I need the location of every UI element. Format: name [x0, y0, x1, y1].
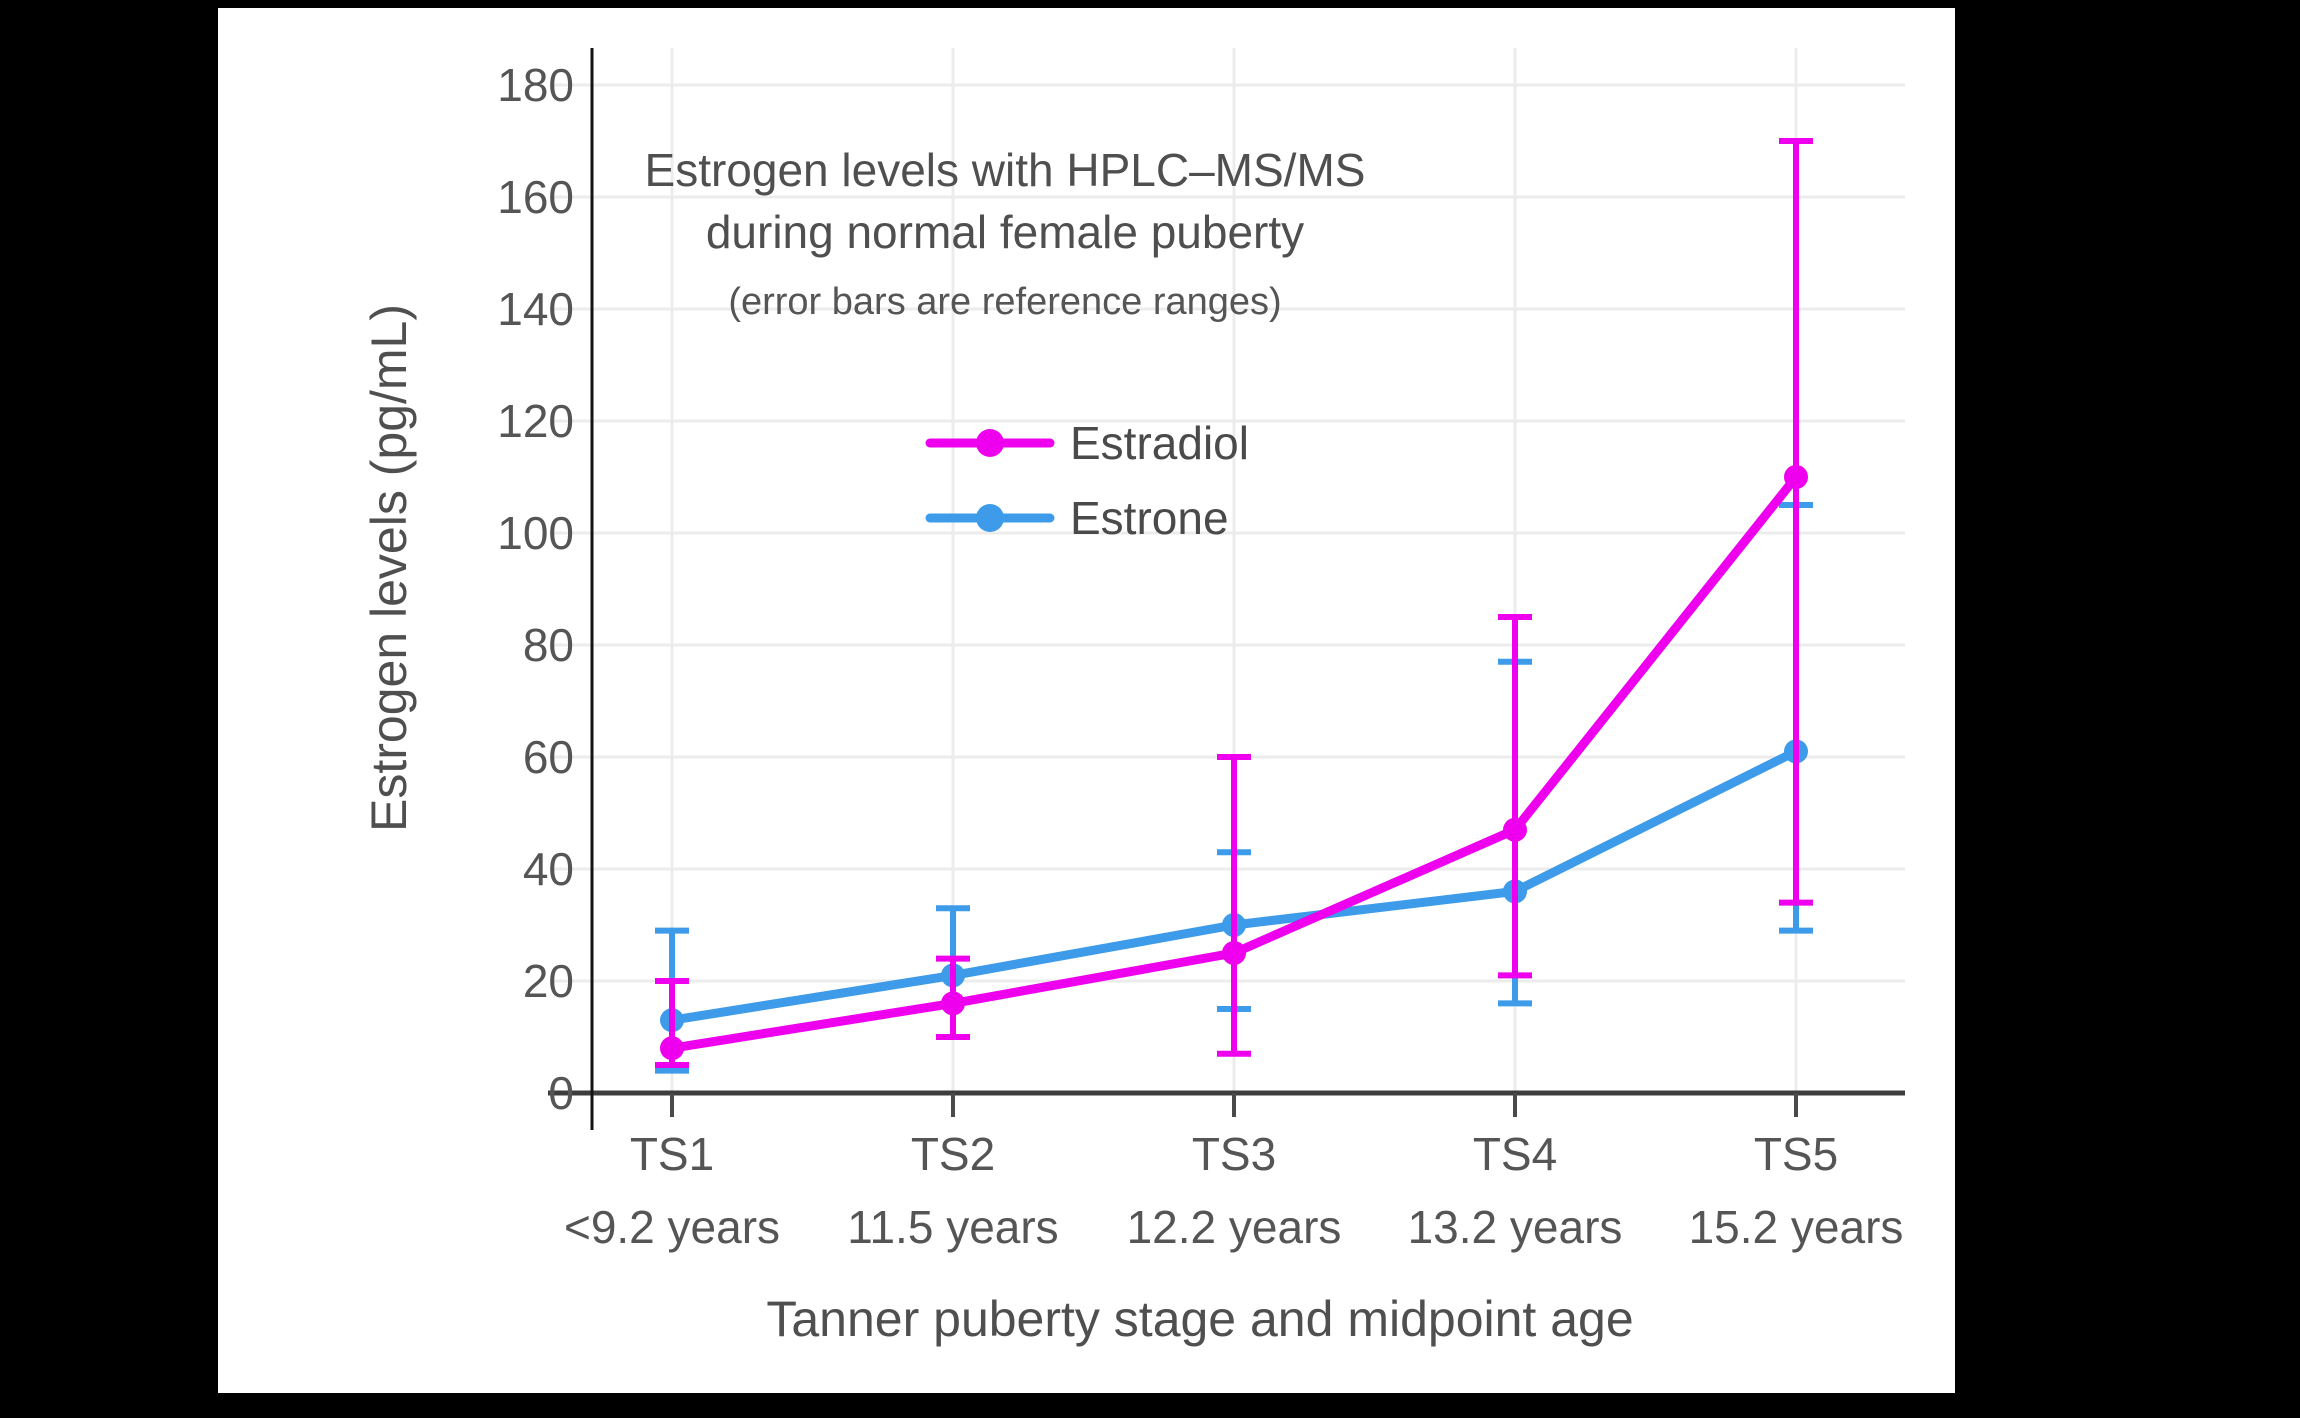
x-tick-age-label: 11.5 years — [847, 1201, 1058, 1253]
chart-subtitle: (error bars are reference ranges) — [728, 281, 1281, 323]
data-point — [1784, 465, 1808, 489]
y-tick-label: 20 — [523, 955, 574, 1007]
data-point — [660, 1036, 684, 1061]
y-tick-label: 140 — [497, 283, 574, 335]
legend-item-estradiol: Estradiol — [925, 417, 1249, 469]
x-tick-labels-layer: TS1 TS2 TS3 TS4 TS5 <9.2 years 11.5 years 12.2 … — [564, 1128, 1903, 1253]
x-tick-age-label: 12.2 years — [1127, 1201, 1342, 1253]
y-tick-label: 0 — [548, 1067, 574, 1119]
data-point — [1222, 941, 1246, 965]
legend-marker — [976, 429, 1004, 457]
y-tick-label: 100 — [497, 507, 574, 559]
y-tick-labels-layer: 0 20 40 60 80 100 120 140 160 180 — [497, 59, 574, 1119]
chart-title-line-1: Estrogen levels with HPLC–MS/MS — [645, 144, 1366, 196]
data-point — [941, 991, 965, 1016]
x-tick-age-label: 13.2 years — [1408, 1201, 1623, 1253]
chart-figure: 0 20 40 60 80 100 120 140 160 180 TS1 TS2 TS3 TS4 TS5… — [218, 8, 1955, 1393]
x-axis-title: Tanner puberty stage and midpoint age — [766, 1291, 1633, 1347]
legend-marker — [976, 504, 1004, 532]
y-tick-label: 60 — [523, 731, 574, 783]
x-tick-stage-label: TS5 — [1754, 1128, 1838, 1180]
y-tick-label: 120 — [497, 395, 574, 447]
axes-layer — [548, 48, 1905, 1130]
data-point — [1503, 817, 1527, 842]
legend-label: Estradiol — [1070, 417, 1249, 469]
y-tick-label: 40 — [523, 843, 574, 895]
x-tick-stage-label: TS4 — [1473, 1128, 1557, 1180]
estrogen-puberty-chart: 0 20 40 60 80 100 120 140 160 180 TS1 TS2 TS3 TS4 TS5… — [361, 48, 1905, 1347]
x-tick-age-label: 15.2 years — [1689, 1201, 1904, 1253]
y-tick-label: 160 — [497, 171, 574, 223]
gridlines-layer — [550, 48, 1905, 1093]
x-tick-stage-label: TS2 — [911, 1128, 995, 1180]
x-tick-stage-label: TS1 — [630, 1128, 714, 1180]
y-tick-label: 180 — [497, 59, 574, 111]
legend-item-estrone: Estrone — [925, 492, 1229, 544]
legend-label: Estrone — [1070, 492, 1229, 544]
series-estradiol — [655, 138, 1813, 1068]
y-tick-label: 80 — [523, 619, 574, 671]
legend: Estradiol Estrone — [925, 417, 1249, 544]
x-tick-age-label: <9.2 years — [564, 1201, 780, 1253]
chart-title-line-2: during normal female puberty — [706, 206, 1304, 258]
series-layer — [655, 138, 1813, 1074]
x-tick-stage-label: TS3 — [1192, 1128, 1276, 1180]
y-axis-title: Estrogen levels (pg/mL) — [361, 304, 417, 832]
